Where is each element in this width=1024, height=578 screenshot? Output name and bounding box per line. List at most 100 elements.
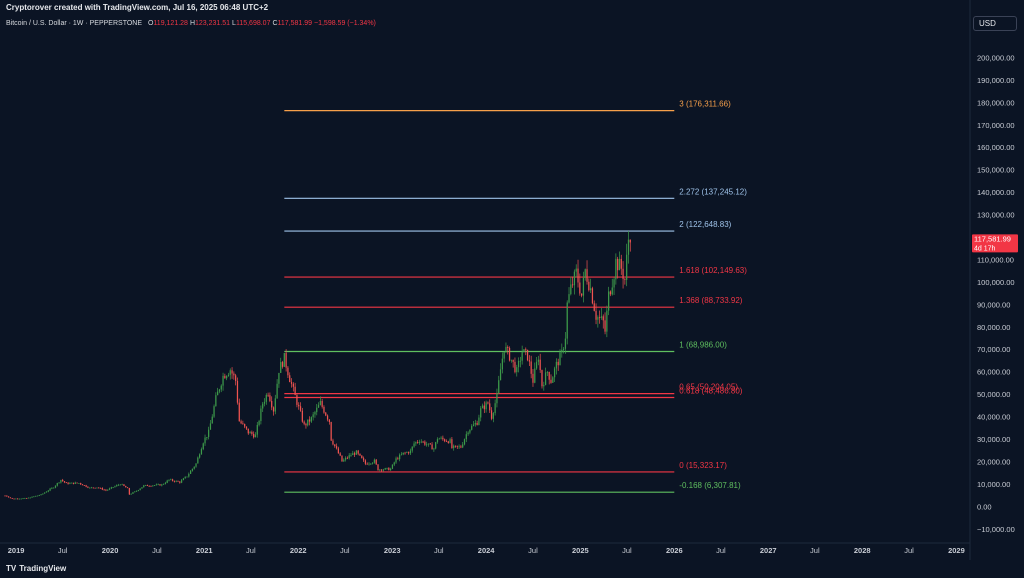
y-tick-label: 80,000.00 (977, 323, 1010, 332)
candle-body (359, 453, 361, 456)
currency-button[interactable]: USD (973, 16, 1017, 31)
candle-body (233, 373, 235, 376)
candle-body (440, 437, 442, 439)
candle-body (474, 422, 476, 425)
y-tick-label: 190,000.00 (977, 76, 1015, 85)
x-tick-label: 2022 (290, 546, 307, 555)
bar-countdown: 4d 17h (974, 245, 996, 252)
candle-body (148, 485, 150, 487)
candle-body (62, 479, 64, 482)
candle-body (570, 284, 572, 295)
candle-body (397, 458, 399, 460)
candle-body (263, 401, 266, 404)
fib-level-label: 2.272 (137,245.12) (679, 187, 747, 196)
candle-body (150, 485, 152, 487)
candle-body (555, 361, 558, 369)
candle-body (222, 375, 224, 386)
candle-body (339, 453, 341, 456)
candle-body (386, 467, 388, 469)
candle-body (597, 317, 599, 320)
x-tick-label: Jul (246, 546, 256, 555)
candle-body (408, 452, 410, 454)
candle-body (366, 463, 368, 465)
candle-body (624, 279, 626, 280)
candle-body (188, 473, 190, 477)
candle-body (314, 412, 316, 415)
candle-body (346, 457, 349, 459)
candle-body (74, 482, 76, 484)
candle-body (413, 443, 415, 447)
candle-body (627, 239, 630, 255)
candle-body (44, 492, 46, 494)
candle-body (168, 479, 170, 481)
candle-body (8, 496, 10, 498)
candle-body (238, 402, 240, 422)
candle-body (361, 455, 363, 459)
candle-body (33, 496, 35, 498)
candlestick-series (4, 230, 631, 500)
candle-body (465, 434, 467, 440)
y-tick-label: 130,000.00 (977, 211, 1015, 220)
fib-level-label: 3 (176,311.66) (679, 100, 731, 109)
candle-body (294, 386, 296, 396)
candle-body (571, 284, 574, 286)
candle-body (375, 459, 377, 465)
candle-body (368, 463, 370, 465)
candle-body (490, 410, 493, 419)
candle-body (573, 271, 576, 286)
candle-body (296, 395, 298, 405)
candle-body (182, 478, 185, 481)
candle-body (253, 433, 255, 438)
candle-body (609, 291, 612, 295)
candle-body (353, 453, 356, 455)
tradingview-logo[interactable]: TV TradingView (6, 564, 66, 573)
candle-body (143, 485, 145, 488)
candle-body (541, 370, 543, 387)
y-tick-label: 70,000.00 (977, 345, 1010, 354)
candle-body (267, 394, 269, 396)
candle-body (45, 491, 48, 493)
candle-body (352, 453, 354, 456)
candle-body (22, 498, 24, 500)
candle-body (307, 419, 309, 426)
candle-body (161, 484, 163, 486)
candle-body (629, 239, 631, 243)
candle-body (593, 303, 595, 311)
price-axis[interactable]: −10,000.00 0.00 10,000.00 20,000.00 30,000.0… (969, 0, 1015, 560)
candle-body (24, 498, 26, 499)
candle-body (600, 316, 603, 318)
candle-body (96, 487, 98, 489)
candle-body (559, 352, 561, 366)
candle-body (51, 487, 53, 489)
candle-body (492, 413, 494, 419)
candle-body (316, 407, 318, 413)
candle-body (402, 452, 404, 455)
candle-body (523, 349, 525, 353)
candle-body (535, 361, 538, 369)
fibonacci-extension[interactable]: 3 (176,311.66) 2.272 (137,245.12) 2 (122,6… (284, 100, 747, 493)
candle-body (626, 254, 628, 280)
candle-body (35, 495, 37, 497)
candle-body (496, 393, 498, 404)
x-tick-label: 2029 (948, 546, 965, 555)
candle-body (159, 484, 161, 486)
candle-body (202, 443, 204, 450)
candle-body (604, 320, 606, 332)
fib-level-label: 0.65 (50,204.05) (679, 383, 738, 392)
time-axis[interactable]: 2019 Jul 2020 Jul 2021 Jul 2022 Jul 2023 Jul 2024 J… (0, 542, 970, 555)
candle-body (173, 480, 176, 482)
candle-body (301, 410, 303, 422)
y-tick-label: 150,000.00 (977, 166, 1015, 175)
candle-body (420, 441, 422, 443)
candle-body (458, 446, 460, 448)
x-tick-label: 2027 (760, 546, 777, 555)
candle-body (186, 476, 188, 478)
fib-level-label: 2 (122,648.83) (679, 220, 731, 229)
candle-body (278, 372, 280, 384)
candle-body (341, 455, 343, 462)
candle-body (139, 488, 141, 491)
candle-body (132, 492, 134, 494)
candle-body (126, 487, 129, 489)
candle-body (299, 406, 302, 411)
